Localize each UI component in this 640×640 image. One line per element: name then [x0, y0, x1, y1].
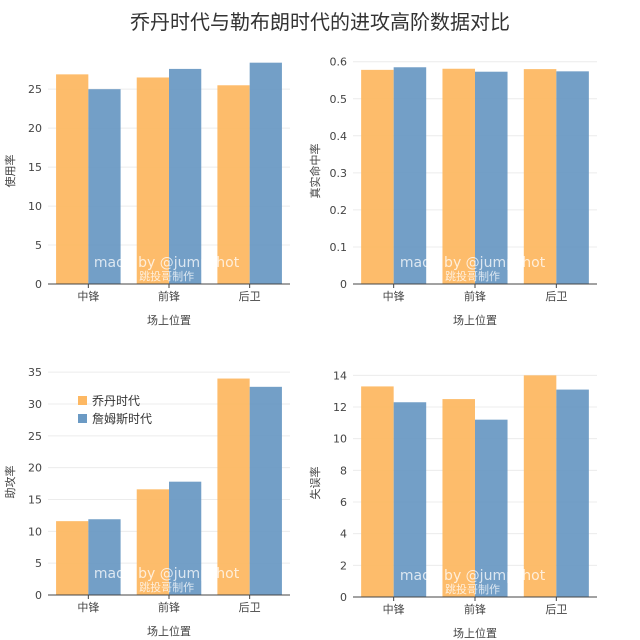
- y-tick-label: 5: [35, 557, 42, 570]
- x-tick-label: 中锋: [383, 603, 405, 616]
- watermark-text: made by @jumpshot: [94, 255, 240, 271]
- y-tick-label: 4: [340, 528, 347, 541]
- y-tick-label: 10: [28, 200, 42, 213]
- legend-swatch-1: [78, 396, 87, 405]
- x-tick-label: 中锋: [77, 290, 99, 303]
- x-tick-label: 前锋: [158, 289, 180, 303]
- bar-series2-2: [169, 481, 202, 595]
- bar-series1-3: [217, 378, 250, 595]
- y-tick-label: 20: [28, 122, 42, 135]
- y-tick-label: 0: [35, 589, 42, 602]
- y-tick-label: 0.4: [330, 130, 348, 143]
- y-tick-label: 20: [28, 462, 42, 475]
- x-axis-title: 场上位置: [147, 624, 191, 638]
- y-tick-label: 12: [333, 401, 347, 414]
- bar-series2-3: [249, 386, 282, 595]
- x-tick-label: 后卫: [239, 290, 261, 303]
- bar-series1-2: [136, 489, 169, 595]
- x-tick-label: 后卫: [545, 290, 567, 303]
- bar-series2-2: [475, 419, 508, 597]
- page-title: 乔丹时代与勒布朗时代的进攻高阶数据对比: [130, 10, 510, 34]
- y-tick-label: 0: [35, 278, 42, 291]
- y-axis-title: 使用率: [3, 155, 17, 188]
- watermark-text: made by @jumpshot: [400, 568, 546, 584]
- x-axis-title: 场上位置: [453, 313, 497, 327]
- bar-series1-2: [442, 399, 475, 597]
- y-tick-label: 30: [28, 398, 42, 411]
- y-tick-label: 15: [28, 161, 42, 174]
- watermark-subtext: 跳投哥制作: [139, 269, 194, 283]
- y-tick-label: 0.1: [330, 241, 348, 254]
- watermark-subtext: 跳投哥制作: [445, 582, 500, 596]
- watermark-subtext: 跳投哥制作: [139, 580, 194, 594]
- legend-label-2: 詹姆斯时代: [92, 412, 152, 426]
- bar-series2-2: [169, 68, 202, 285]
- y-tick-label: 0: [340, 278, 347, 291]
- y-tick-label: 5: [35, 239, 42, 252]
- y-tick-label: 0.5: [330, 93, 348, 106]
- y-axis-title: 助攻率: [3, 466, 17, 499]
- y-tick-label: 15: [28, 494, 42, 507]
- legend-swatch-2: [78, 414, 87, 423]
- y-tick-label: 10: [28, 525, 42, 538]
- bar-series2-1: [88, 89, 121, 284]
- bar-series2-1: [393, 402, 427, 597]
- bar-series1-3: [523, 375, 557, 597]
- legend-label-1: 乔丹时代: [92, 394, 140, 408]
- watermark-subtext: 跳投哥制作: [445, 269, 500, 283]
- bar-series1-2: [442, 68, 475, 284]
- y-tick-label: 35: [28, 366, 42, 379]
- y-tick-label: 0.6: [330, 56, 348, 69]
- x-tick-label: 中锋: [383, 290, 405, 303]
- x-tick-label: 前锋: [464, 602, 486, 616]
- bar-series1-3: [217, 85, 250, 284]
- bar-series1-1: [361, 386, 394, 597]
- x-axis-title: 场上位置: [453, 626, 497, 640]
- y-tick-label: 14: [333, 369, 347, 382]
- y-tick-label: 8: [340, 464, 347, 477]
- bar-series2-3: [556, 71, 589, 284]
- x-tick-label: 后卫: [545, 603, 567, 616]
- y-tick-label: 0.3: [330, 167, 348, 180]
- x-axis-title: 场上位置: [147, 313, 191, 327]
- watermark-text: made by @jumpshot: [94, 566, 240, 582]
- y-tick-label: 25: [28, 430, 42, 443]
- bar-series1-3: [523, 69, 557, 285]
- bar-series2-1: [393, 67, 427, 284]
- x-tick-label: 中锋: [77, 601, 99, 614]
- y-axis-title: 失误率: [308, 467, 322, 500]
- bar-series2-2: [475, 71, 508, 285]
- bar-series2-1: [88, 519, 121, 595]
- y-tick-label: 25: [28, 83, 42, 96]
- watermark-text: made by @jumpshot: [400, 255, 546, 271]
- y-axis-title: 真实命中率: [308, 144, 322, 199]
- x-tick-label: 后卫: [239, 601, 261, 614]
- y-tick-label: 0: [340, 591, 347, 604]
- bar-series1-1: [56, 521, 89, 595]
- bar-series2-3: [249, 62, 282, 285]
- bar-series1-1: [56, 74, 89, 285]
- bar-series1-2: [136, 77, 169, 284]
- x-tick-label: 前锋: [158, 600, 180, 614]
- x-tick-label: 前锋: [464, 289, 486, 303]
- y-tick-label: 6: [340, 496, 347, 509]
- bar-series2-3: [556, 389, 589, 597]
- y-tick-label: 2: [340, 559, 347, 572]
- y-tick-label: 0.2: [330, 204, 348, 217]
- bar-series1-1: [361, 69, 394, 284]
- y-tick-label: 10: [333, 433, 347, 446]
